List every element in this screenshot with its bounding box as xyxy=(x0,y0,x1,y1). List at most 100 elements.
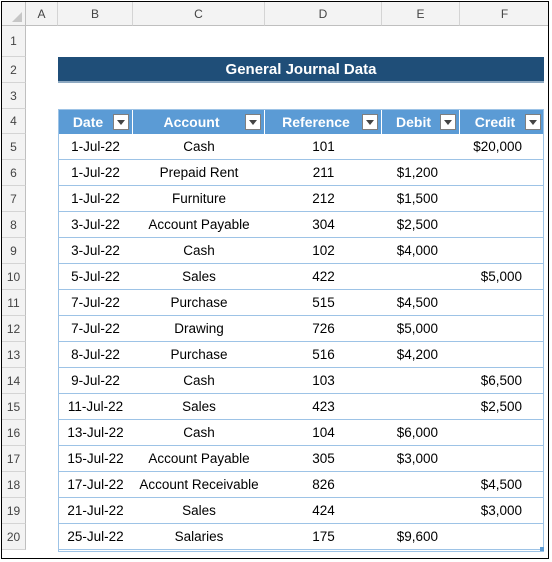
table-cell-date[interactable]: 25-Jul-22 xyxy=(58,524,133,550)
table-cell-date[interactable]: 1-Jul-22 xyxy=(58,134,133,160)
row-header[interactable]: 11 xyxy=(2,290,26,316)
header-account[interactable]: Account xyxy=(133,109,265,134)
table-cell-date[interactable]: 15-Jul-22 xyxy=(58,446,133,472)
table-cell-date[interactable]: 13-Jul-22 xyxy=(58,420,133,446)
header-reference[interactable]: Reference xyxy=(265,109,382,134)
table-cell-reference[interactable]: 423 xyxy=(265,394,382,420)
table-cell-debit[interactable] xyxy=(382,394,460,420)
table-cell-reference[interactable]: 515 xyxy=(265,290,382,316)
table-cell-reference[interactable]: 304 xyxy=(265,212,382,238)
table-cell-reference[interactable]: 102 xyxy=(265,238,382,264)
row-header[interactable]: 17 xyxy=(2,446,26,472)
table-cell-date[interactable]: 3-Jul-22 xyxy=(58,238,133,264)
table-cell-debit[interactable] xyxy=(382,498,460,524)
table-cell-account[interactable]: Drawing xyxy=(133,316,265,342)
table-cell-credit[interactable] xyxy=(460,238,544,264)
table-cell-account[interactable]: Salaries xyxy=(133,524,265,550)
table-cell-reference[interactable]: 104 xyxy=(265,420,382,446)
table-cell-credit[interactable] xyxy=(460,160,544,186)
select-all-corner[interactable] xyxy=(2,2,26,26)
column-header-c[interactable]: C xyxy=(133,2,265,26)
header-debit[interactable]: Debit xyxy=(382,109,460,134)
row-header[interactable]: 4 xyxy=(2,109,26,134)
table-cell-account[interactable]: Purchase xyxy=(133,342,265,368)
row-header[interactable]: 18 xyxy=(2,472,26,498)
table-cell-reference[interactable]: 305 xyxy=(265,446,382,472)
table-cell-date[interactable]: 7-Jul-22 xyxy=(58,290,133,316)
table-cell-account[interactable]: Purchase xyxy=(133,290,265,316)
table-cell-debit[interactable]: $5,000 xyxy=(382,316,460,342)
row-header[interactable]: 8 xyxy=(2,212,26,238)
column-header-f[interactable]: F xyxy=(460,2,548,26)
table-cell-credit[interactable] xyxy=(460,186,544,212)
table-cell-credit[interactable] xyxy=(460,290,544,316)
table-cell-account[interactable]: Account Payable xyxy=(133,446,265,472)
table-cell-account[interactable]: Sales xyxy=(133,264,265,290)
table-cell-reference[interactable]: 212 xyxy=(265,186,382,212)
table-cell-account[interactable]: Cash xyxy=(133,420,265,446)
column-header-b[interactable]: B xyxy=(58,2,133,26)
table-cell-date[interactable]: 11-Jul-22 xyxy=(58,394,133,420)
row-header[interactable]: 10 xyxy=(2,264,26,290)
table-cell-credit[interactable]: $3,000 xyxy=(460,498,544,524)
table-cell-debit[interactable]: $2,500 xyxy=(382,212,460,238)
row-header[interactable]: 5 xyxy=(2,134,26,160)
table-cell-account[interactable]: Cash xyxy=(133,134,265,160)
table-cell-account[interactable]: Sales xyxy=(133,394,265,420)
row-header[interactable]: 6 xyxy=(2,160,26,186)
row-header[interactable]: 12 xyxy=(2,316,26,342)
table-cell-reference[interactable]: 211 xyxy=(265,160,382,186)
table-cell-credit[interactable] xyxy=(460,212,544,238)
table-cell-credit[interactable]: $2,500 xyxy=(460,394,544,420)
row-header[interactable]: 16 xyxy=(2,420,26,446)
table-cell-debit[interactable]: $3,000 xyxy=(382,446,460,472)
table-cell-reference[interactable]: 826 xyxy=(265,472,382,498)
table-cell-debit[interactable]: $4,000 xyxy=(382,238,460,264)
table-cell-account[interactable]: Cash xyxy=(133,238,265,264)
table-cell-credit[interactable]: $5,000 xyxy=(460,264,544,290)
table-cell-date[interactable]: 9-Jul-22 xyxy=(58,368,133,394)
row-header[interactable]: 13 xyxy=(2,342,26,368)
row-header[interactable]: 15 xyxy=(2,394,26,420)
table-cell-debit[interactable]: $1,200 xyxy=(382,160,460,186)
table-cell-debit[interactable] xyxy=(382,264,460,290)
table-cell-account[interactable]: Account Receivable xyxy=(133,472,265,498)
table-cell-credit[interactable] xyxy=(460,446,544,472)
header-credit[interactable]: Credit xyxy=(460,109,544,134)
table-cell-debit[interactable] xyxy=(382,134,460,160)
table-cell-debit[interactable]: $1,500 xyxy=(382,186,460,212)
table-cell-reference[interactable]: 726 xyxy=(265,316,382,342)
row-header[interactable]: 1 xyxy=(2,26,26,57)
table-cell-debit[interactable]: $4,200 xyxy=(382,342,460,368)
table-cell-credit[interactable]: $20,000 xyxy=(460,134,544,160)
filter-dropdown-icon[interactable] xyxy=(525,114,541,130)
table-cell-credit[interactable] xyxy=(460,342,544,368)
row-header[interactable]: 20 xyxy=(2,524,26,550)
table-cell-account[interactable]: Furniture xyxy=(133,186,265,212)
table-cell-debit[interactable]: $6,000 xyxy=(382,420,460,446)
table-cell-date[interactable]: 8-Jul-22 xyxy=(58,342,133,368)
table-cell-debit[interactable]: $4,500 xyxy=(382,290,460,316)
table-cell-date[interactable]: 5-Jul-22 xyxy=(58,264,133,290)
table-cell-reference[interactable]: 424 xyxy=(265,498,382,524)
column-header-d[interactable]: D xyxy=(265,2,382,26)
table-cell-credit[interactable]: $6,500 xyxy=(460,368,544,394)
filter-dropdown-icon[interactable] xyxy=(245,114,261,130)
table-cell-reference[interactable]: 516 xyxy=(265,342,382,368)
filter-dropdown-icon[interactable] xyxy=(362,114,378,130)
row-header[interactable]: 19 xyxy=(2,498,26,524)
table-cell-account[interactable]: Prepaid Rent xyxy=(133,160,265,186)
row-header[interactable]: 9 xyxy=(2,238,26,264)
table-cell-reference[interactable]: 422 xyxy=(265,264,382,290)
table-cell-reference[interactable]: 103 xyxy=(265,368,382,394)
filter-dropdown-icon[interactable] xyxy=(113,114,129,130)
table-cell-credit[interactable] xyxy=(460,316,544,342)
column-header-e[interactable]: E xyxy=(382,2,460,26)
row-header[interactable]: 7 xyxy=(2,186,26,212)
table-cell-date[interactable]: 3-Jul-22 xyxy=(58,212,133,238)
table-cell-date[interactable]: 21-Jul-22 xyxy=(58,498,133,524)
table-cell-date[interactable]: 7-Jul-22 xyxy=(58,316,133,342)
table-cell-date[interactable]: 1-Jul-22 xyxy=(58,160,133,186)
table-cell-credit[interactable] xyxy=(460,420,544,446)
row-header[interactable]: 14 xyxy=(2,368,26,394)
